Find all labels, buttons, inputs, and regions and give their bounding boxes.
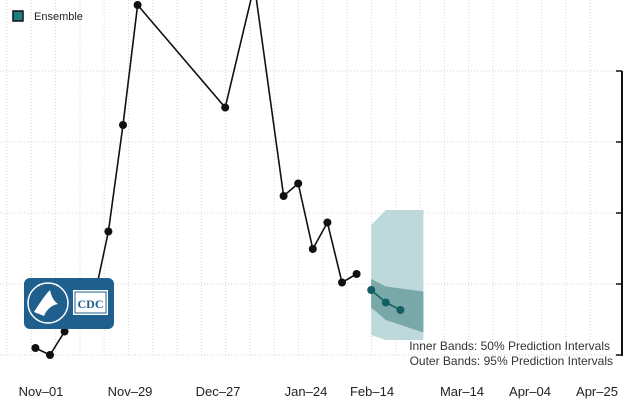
legend-swatch-ensemble — [12, 10, 24, 22]
forecast-point — [367, 286, 376, 294]
prediction-bands — [371, 210, 424, 340]
hhs-seal-icon — [27, 282, 69, 324]
observed-point — [31, 344, 40, 352]
legend: Ensemble — [12, 10, 83, 23]
x-tick-label: Jan–24 — [285, 384, 328, 399]
cdc-logo-text: CDC — [78, 297, 104, 311]
observed-point — [119, 121, 127, 129]
observed-point — [221, 103, 230, 112]
observed-point — [294, 179, 303, 188]
x-tick-labels: Nov–01 Nov–29 Dec–27 Jan–24 Feb–14 Mar–14 Apr–… — [19, 384, 618, 399]
observed-point — [323, 218, 332, 227]
note-outer-bands: Outer Bands: 95% Prediction Intervals — [410, 354, 613, 368]
x-tick-label: Mar–14 — [440, 384, 484, 399]
observed-point — [338, 278, 346, 287]
legend-label-ensemble: Ensemble — [34, 11, 83, 23]
forecast-point — [381, 298, 390, 307]
x-tick-label: Apr–04 — [509, 384, 551, 399]
grid — [0, 0, 622, 356]
eagle-icon — [34, 290, 58, 316]
x-tick-label: Nov–29 — [108, 384, 153, 399]
observed-point — [46, 351, 54, 359]
observed-point — [352, 270, 361, 278]
observed-point — [104, 227, 113, 236]
forecast-series — [367, 286, 405, 314]
observed-point — [60, 327, 69, 336]
observed-point — [133, 1, 142, 9]
x-tick-label: Apr–25 — [576, 384, 618, 399]
x-tick-label: Dec–27 — [196, 384, 241, 399]
axes — [616, 70, 623, 356]
x-tick-label: Feb–14 — [350, 384, 394, 399]
band-50 — [371, 279, 424, 333]
observed-point — [308, 245, 317, 253]
x-tick-label: Nov–01 — [19, 384, 64, 399]
observed-point — [279, 192, 288, 200]
forecast-point — [396, 306, 405, 314]
note-inner-bands: Inner Bands: 50% Prediction Intervals — [409, 339, 610, 353]
cdc-logo: CDC — [24, 278, 114, 329]
